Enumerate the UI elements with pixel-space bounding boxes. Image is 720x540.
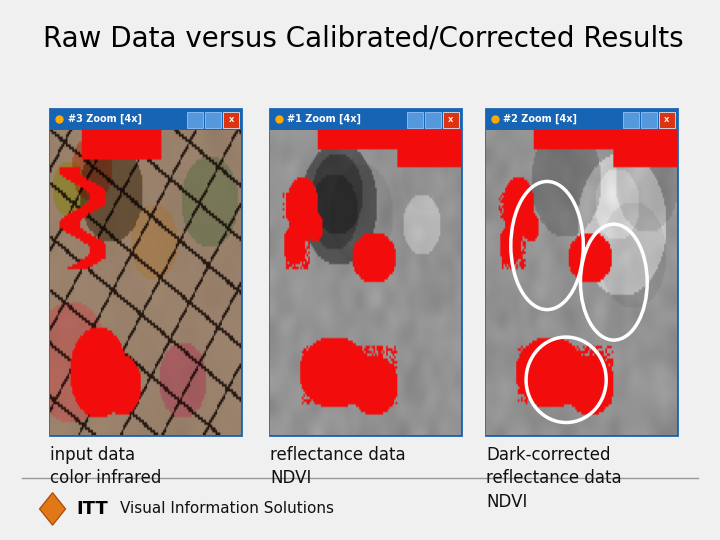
FancyBboxPatch shape (641, 112, 657, 127)
FancyBboxPatch shape (270, 425, 461, 435)
FancyBboxPatch shape (407, 112, 423, 127)
Text: #3 Zoom [4x]: #3 Zoom [4x] (68, 114, 142, 125)
FancyBboxPatch shape (486, 109, 677, 130)
Text: #1 Zoom [4x]: #1 Zoom [4x] (287, 114, 361, 125)
FancyBboxPatch shape (50, 109, 241, 130)
Text: reflectance data
NDVI: reflectance data NDVI (270, 446, 405, 487)
Polygon shape (40, 492, 66, 525)
Text: Raw Data versus Calibrated/Corrected Results: Raw Data versus Calibrated/Corrected Res… (43, 24, 684, 52)
FancyBboxPatch shape (270, 109, 461, 130)
FancyBboxPatch shape (187, 112, 203, 127)
FancyBboxPatch shape (425, 112, 441, 127)
FancyBboxPatch shape (50, 425, 241, 435)
Text: #2 Zoom [4x]: #2 Zoom [4x] (503, 114, 577, 125)
FancyBboxPatch shape (443, 112, 459, 127)
Text: Visual Information Solutions: Visual Information Solutions (120, 502, 333, 516)
FancyBboxPatch shape (623, 112, 639, 127)
Text: input data
color infrared: input data color infrared (50, 446, 162, 487)
Text: X: X (664, 117, 670, 123)
Text: X: X (228, 117, 234, 123)
FancyBboxPatch shape (659, 112, 675, 127)
Text: X: X (448, 117, 454, 123)
FancyBboxPatch shape (205, 112, 221, 127)
Text: Dark-corrected
reflectance data
NDVI: Dark-corrected reflectance data NDVI (486, 446, 621, 511)
FancyBboxPatch shape (223, 112, 239, 127)
FancyBboxPatch shape (486, 425, 677, 435)
Text: ITT: ITT (76, 500, 108, 518)
